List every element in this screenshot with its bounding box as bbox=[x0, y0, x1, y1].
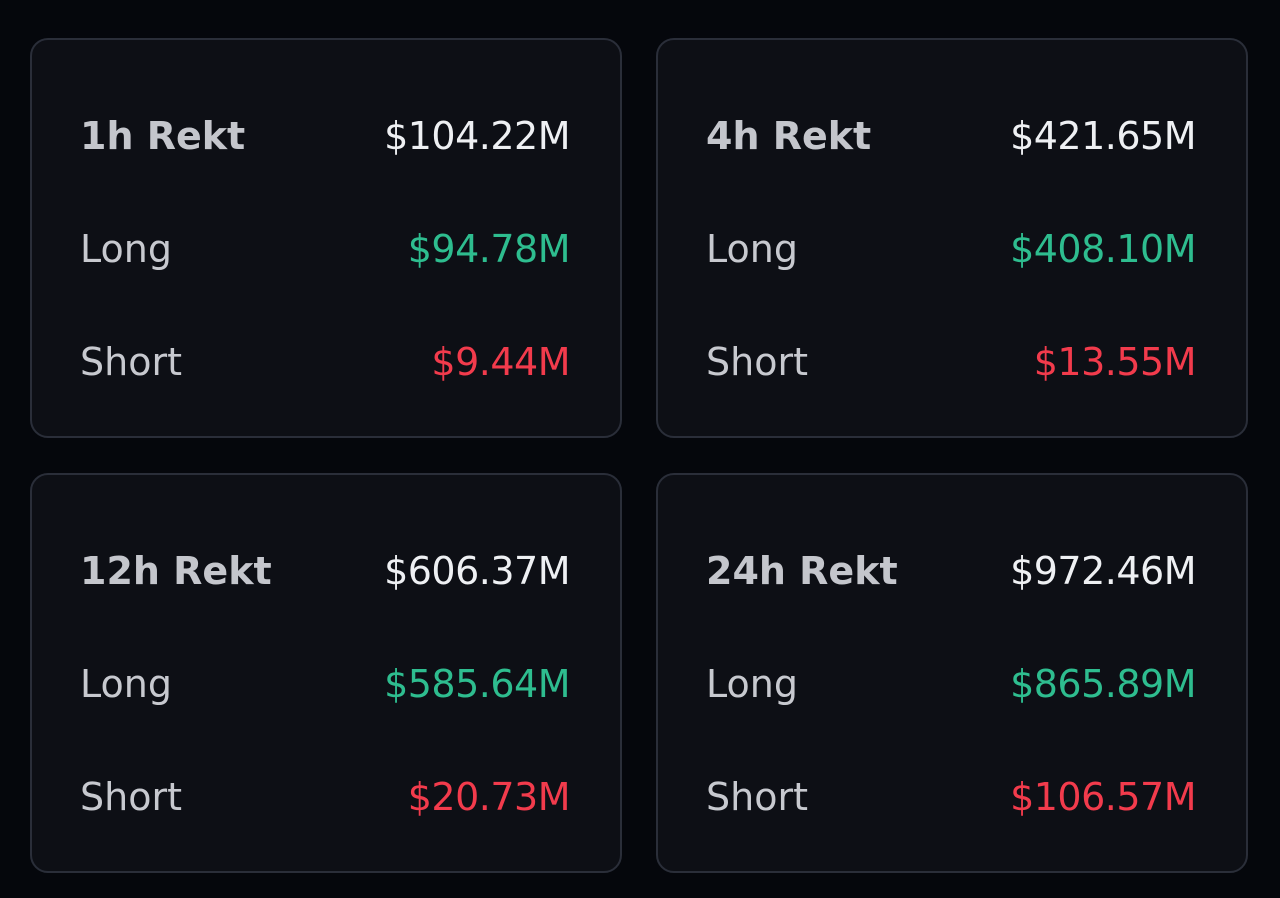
rekt-card-24h: 24h Rekt $972.46M Long $865.89M Short $1… bbox=[656, 473, 1248, 873]
short-value: $9.44M bbox=[431, 340, 570, 384]
short-row: Short $106.57M bbox=[706, 767, 1196, 827]
long-value: $865.89M bbox=[1010, 662, 1196, 706]
total-value: $421.65M bbox=[1010, 114, 1196, 158]
long-label: Long bbox=[80, 662, 172, 706]
long-row: Long $865.89M bbox=[706, 654, 1196, 714]
long-value: $94.78M bbox=[407, 227, 571, 271]
short-label: Short bbox=[80, 340, 182, 384]
total-row: 1h Rekt $104.22M bbox=[80, 106, 570, 166]
short-value: $106.57M bbox=[1010, 775, 1196, 819]
long-row: Long $585.64M bbox=[80, 654, 570, 714]
short-label: Short bbox=[706, 775, 808, 819]
short-label: Short bbox=[706, 340, 808, 384]
total-label: 1h Rekt bbox=[80, 114, 246, 158]
long-row: Long $94.78M bbox=[80, 219, 571, 279]
total-value: $972.46M bbox=[1010, 549, 1196, 593]
rekt-card-12h: 12h Rekt $606.37M Long $585.64M Short $2… bbox=[30, 473, 622, 873]
rekt-card-1h: 1h Rekt $104.22M Long $94.78M Short $9.4… bbox=[30, 38, 622, 438]
long-label: Long bbox=[80, 227, 172, 271]
total-label: 24h Rekt bbox=[706, 549, 898, 593]
short-value: $13.55M bbox=[1033, 340, 1197, 384]
short-value: $20.73M bbox=[407, 775, 571, 819]
total-label: 12h Rekt bbox=[80, 549, 272, 593]
long-row: Long $408.10M bbox=[706, 219, 1196, 279]
total-value: $104.22M bbox=[384, 114, 570, 158]
total-row: 4h Rekt $421.65M bbox=[706, 106, 1196, 166]
short-label: Short bbox=[80, 775, 182, 819]
long-label: Long bbox=[706, 227, 798, 271]
total-label: 4h Rekt bbox=[706, 114, 872, 158]
total-row: 12h Rekt $606.37M bbox=[80, 541, 570, 601]
short-row: Short $20.73M bbox=[80, 767, 571, 827]
rekt-card-4h: 4h Rekt $421.65M Long $408.10M Short $13… bbox=[656, 38, 1248, 438]
total-value: $606.37M bbox=[384, 549, 570, 593]
long-label: Long bbox=[706, 662, 798, 706]
long-value: $408.10M bbox=[1010, 227, 1196, 271]
short-row: Short $13.55M bbox=[706, 332, 1197, 392]
total-row: 24h Rekt $972.46M bbox=[706, 541, 1196, 601]
short-row: Short $9.44M bbox=[80, 332, 570, 392]
long-value: $585.64M bbox=[384, 662, 570, 706]
